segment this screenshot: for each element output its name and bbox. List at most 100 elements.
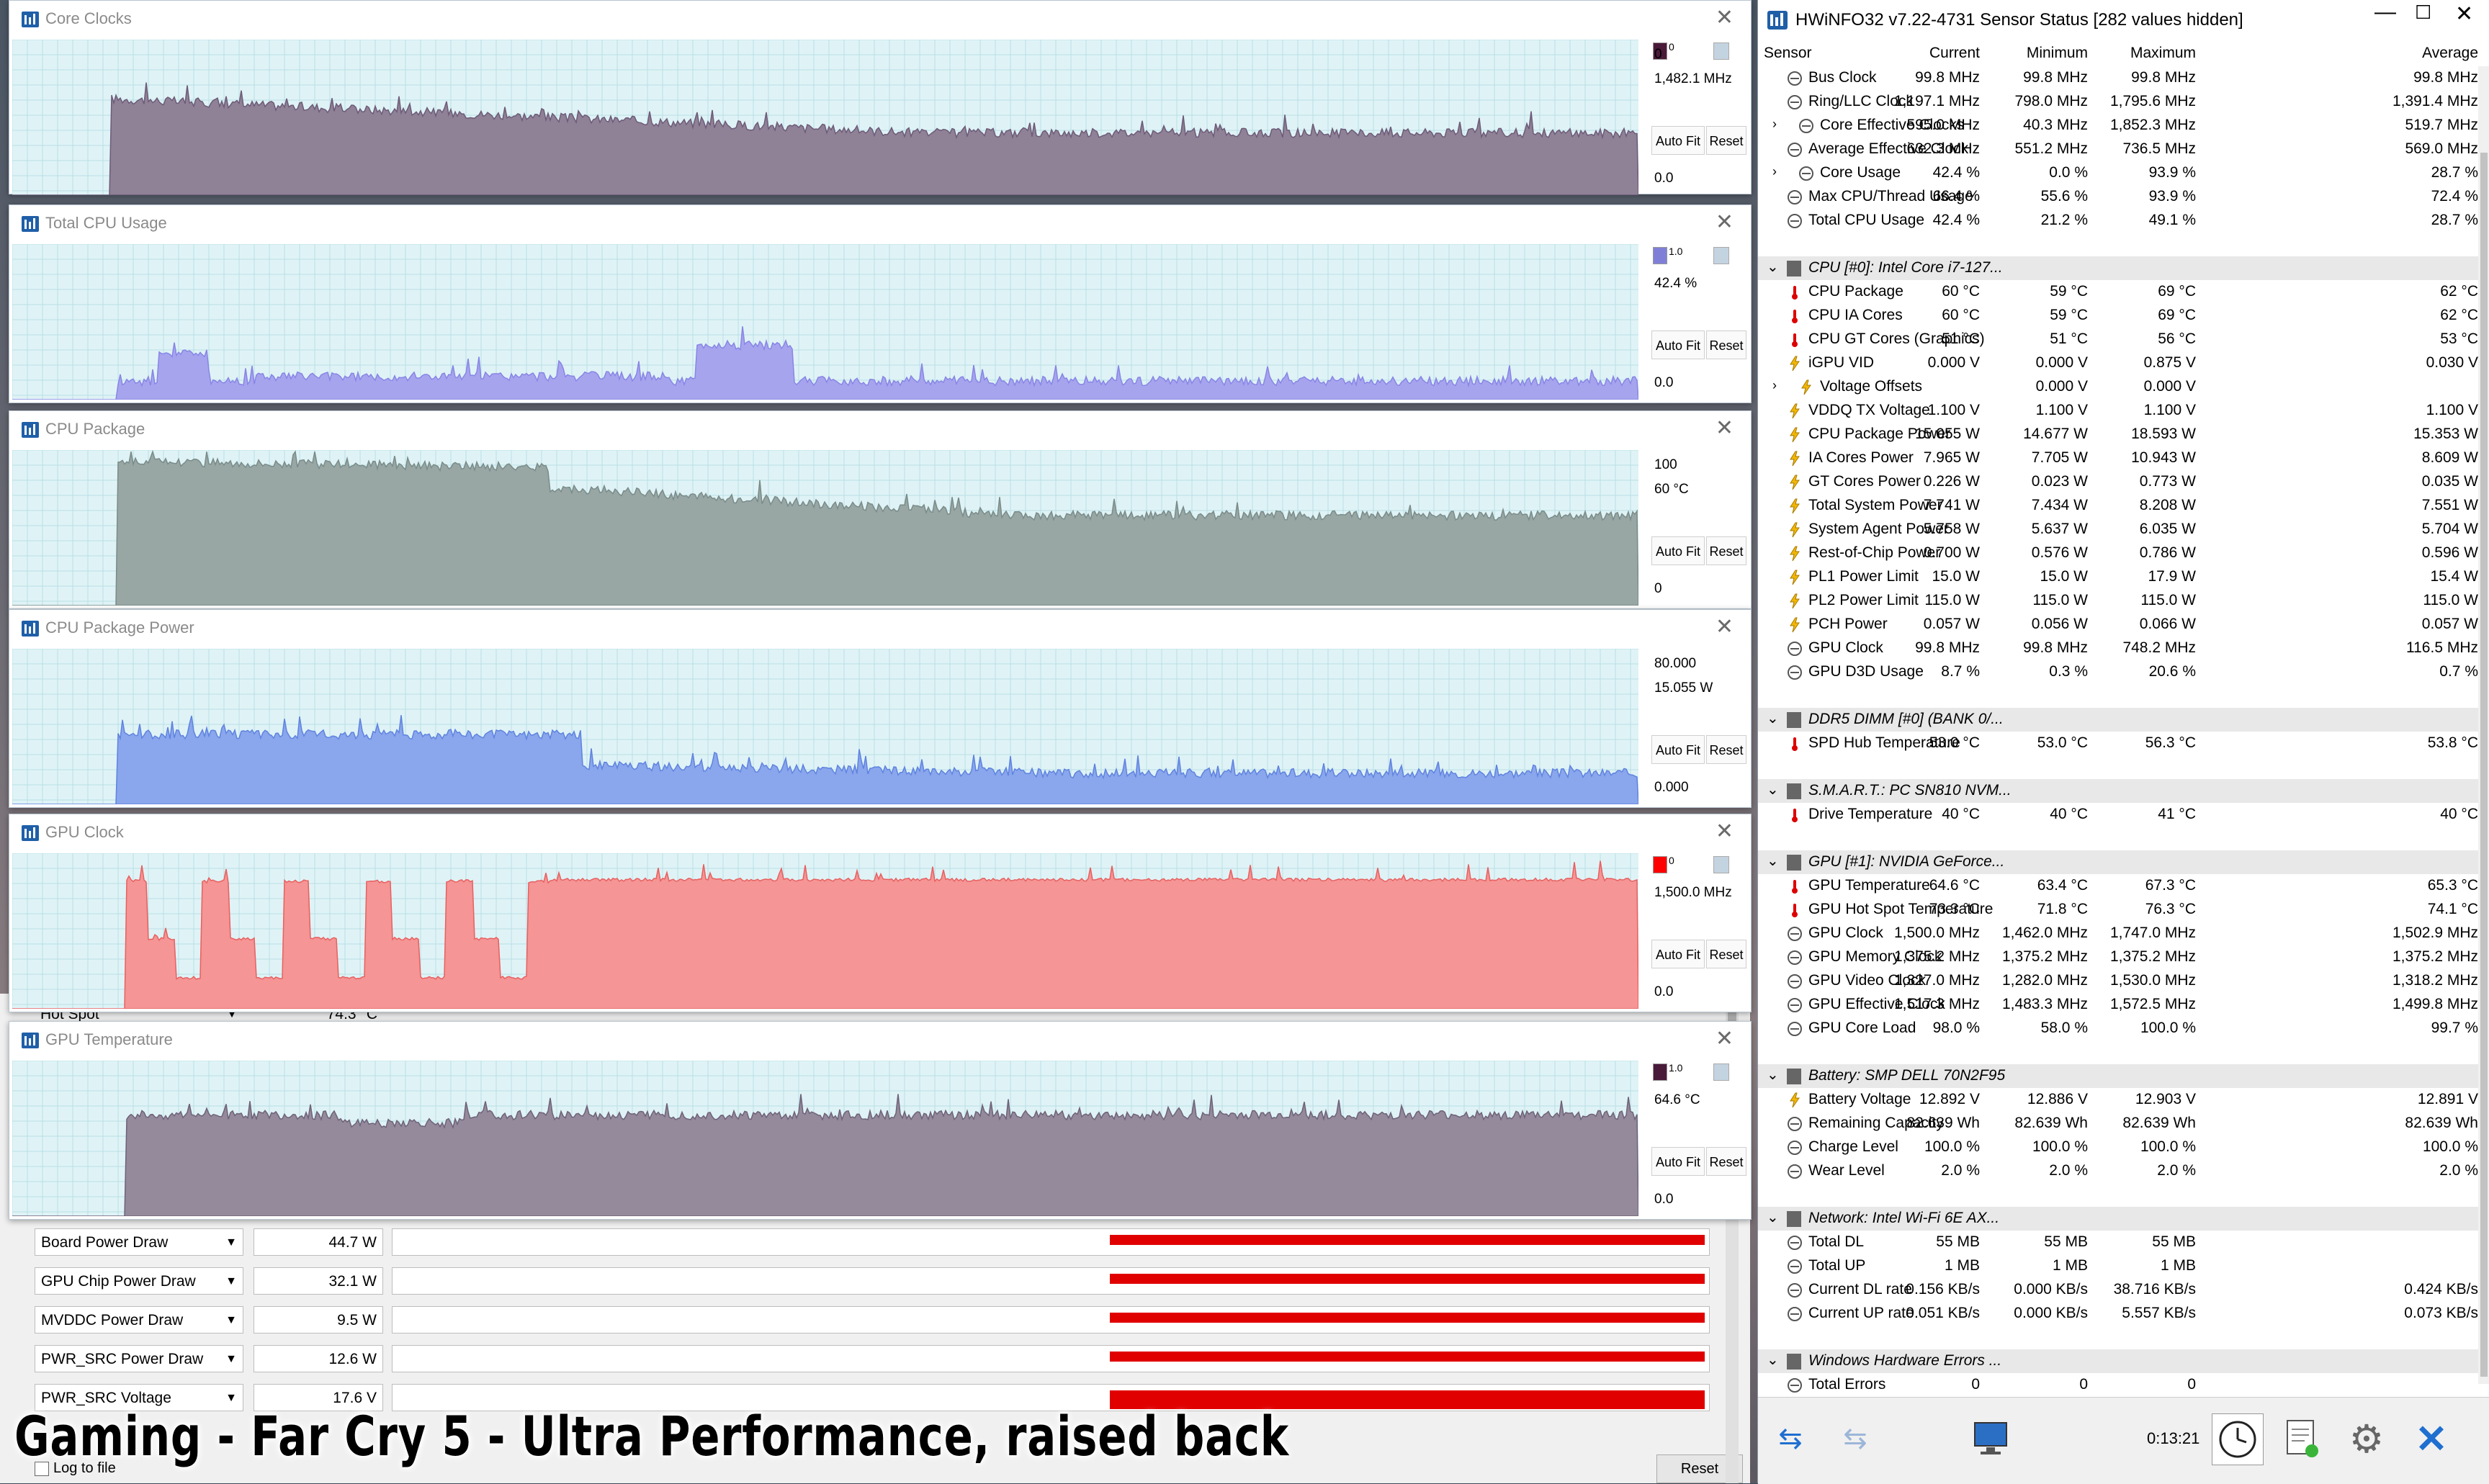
sensor-row[interactable]: Average Effective Clock 632.3 MHz 551.2 MH… [1758,138,2478,161]
graph-window[interactable]: Core Clocks ✕ 0 0 1,482.1 MHz Auto Fit Reset 0.… [9,0,1752,195]
header-maximum[interactable]: Maximum [2130,45,2196,61]
sensor-row[interactable]: GPU Effective Clock 1,517.3 MHz 1,483.3 MH… [1758,993,2478,1017]
sensor-group-header[interactable]: ⌄ DDR5 DIMM [#0] (BANK 0/... [1758,708,2478,732]
graph-window[interactable]: Total CPU Usage ✕ 1.0 42.4 % Auto Fit Reset 0.… [9,204,1752,403]
sensor-group-header[interactable]: ⌄ Battery: SMP DELL 70N2F95 [1758,1064,2478,1088]
sensor-row[interactable]: › Core Usage 42.4 % 0.0 % 93.9 % 28.7 % [1758,161,2478,185]
sensor-row[interactable]: Total DL 55 MB 55 MB 55 MB [1758,1231,2478,1254]
close-icon[interactable]: ✕ [2455,2,2474,26]
sensor-row[interactable]: GPU Clock 1,500.0 MHz 1,462.0 MHz 1,747.0 M… [1758,922,2478,945]
expand-chevron-icon[interactable]: › [1772,117,1777,131]
sensor-row[interactable]: › Core Effective Clocks 595.0 MHz 40.3 MHz 1… [1758,114,2478,138]
hwinfo-scrollbar[interactable] [2478,66,2489,1384]
background-color-swatch[interactable] [1713,856,1729,873]
graph-window[interactable]: CPU Package Power ✕ 80.000 15.055 W Auto Fit… [9,609,1752,808]
collapse-chevron-icon[interactable]: ⌄ [1767,853,1779,869]
sensor-row[interactable]: › Voltage Offsets 0.000 V 0.000 V [1758,375,2478,399]
sensor-row[interactable]: VDDQ TX Voltage 1.100 V 1.100 V 1.100 V 1.10… [1758,399,2478,423]
report-icon[interactable] [2277,1413,2327,1464]
close-icon[interactable]: ✕ [1715,6,1734,30]
header-minimum[interactable]: Minimum [2026,45,2088,61]
sensor-row[interactable]: Ring/LLC Clock 1,197.1 MHz 798.0 MHz 1,795.… [1758,90,2478,114]
sensor-row[interactable]: Current DL rate 0.156 KB/s 0.000 KB/s 38.71… [1758,1278,2478,1302]
sensor-row[interactable]: GPU Hot Spot Temperature 73.3 °C 71.8 °C 76… [1758,898,2478,922]
graph-window[interactable]: GPU Temperature ✕ 1.0 64.6 °C Auto Fit Reset 0… [9,1021,1752,1220]
graph-window[interactable]: CPU Package ✕ 100 60 °C Auto Fit Reset 0 [9,410,1752,609]
auto-fit-button[interactable]: Auto Fit [1651,940,1705,968]
auto-fit-button[interactable]: Auto Fit [1651,330,1705,359]
sensor-row[interactable]: GT Cores Power 0.226 W 0.023 W 0.773 W 0.035… [1758,470,2478,494]
settings-gear-icon[interactable]: ⚙ [2349,1417,2385,1461]
sensor-row[interactable]: GPU Memory Clock 1,375.2 MHz 1,375.2 MHz 1,… [1758,945,2478,969]
reset-button[interactable]: Reset [1706,126,1746,155]
collapse-chevron-icon[interactable]: ⌄ [1767,259,1779,275]
graph-titlebar[interactable]: Core Clocks ✕ [9,1,1751,38]
gpuz-sensor-select[interactable]: Board Power Draw ▼ [35,1228,243,1256]
auto-fit-button[interactable]: Auto Fit [1651,735,1705,764]
graph-titlebar[interactable]: CPU Package Power ✕ [9,610,1751,647]
sensor-row[interactable]: Rest-of-Chip Power 0.700 W 0.576 W 0.786 W 0… [1758,541,2478,565]
graph-titlebar[interactable]: GPU Temperature ✕ [9,1022,1751,1059]
sensor-row[interactable]: Total System Power 7.741 W 7.434 W 8.208 W 7… [1758,494,2478,518]
monitor-icon[interactable] [1967,1413,2017,1464]
collapse-chevron-icon[interactable]: ⌄ [1767,1067,1779,1083]
graph-window[interactable]: GPU Clock ✕ 0 1,500.0 MHz Auto Fit Reset 0.0 [9,814,1752,1012]
sensor-group-header[interactable]: ⌄ Network: Intel Wi-Fi 6E AX... [1758,1207,2478,1231]
sensor-group-header[interactable]: ⌄ Windows Hardware Errors ... [1758,1349,2478,1373]
log-to-file-option[interactable]: Log to file [35,1460,116,1477]
dropdown-arrow-icon[interactable]: ▼ [225,1392,237,1404]
sensor-row[interactable]: Charge Level 100.0 % 100.0 % 100.0 % 100.0 % [1758,1136,2478,1159]
dropdown-arrow-icon[interactable]: ▼ [225,1353,237,1365]
sensor-row[interactable]: GPU Temperature 64.6 °C 63.4 °C 67.3 °C 65.3… [1758,874,2478,898]
minimize-icon[interactable]: — [2374,0,2396,24]
sensor-row[interactable]: PL2 Power Limit 115.0 W 115.0 W 115.0 W 115.… [1758,589,2478,613]
sensor-row[interactable]: Remaining Capacity 82.639 Wh 82.639 Wh 82.6… [1758,1112,2478,1136]
reset-button[interactable]: Reset [1706,1147,1746,1176]
sensor-group-header[interactable]: ⌄ GPU [#1]: NVIDIA GeForce... [1758,850,2478,874]
header-sensor[interactable]: Sensor [1764,45,1812,61]
collapse-chevron-icon[interactable]: ⌄ [1767,1352,1779,1368]
dropdown-arrow-icon[interactable]: ▼ [225,1275,237,1287]
sensor-row[interactable]: PL1 Power Limit 15.0 W 15.0 W 17.9 W 15.4 W [1758,565,2478,589]
sensor-row[interactable]: Drive Temperature 40 °C 40 °C 41 °C 40 °C [1758,803,2478,827]
log-checkbox[interactable] [35,1461,49,1476]
maximize-icon[interactable]: ☐ [2415,1,2432,23]
dropdown-arrow-icon[interactable]: ▼ [225,1236,237,1249]
expand-chevron-icon[interactable]: › [1772,378,1777,392]
reset-button[interactable]: Reset [1706,536,1746,565]
background-color-swatch[interactable] [1713,42,1729,60]
dropdown-arrow-icon[interactable]: ▼ [225,1314,237,1326]
sensor-group-header[interactable]: ⌄ S.M.A.R.T.: PC SN810 NVM... [1758,779,2478,803]
sensor-row[interactable]: Current UP rate 0.051 KB/s 0.000 KB/s 5.557… [1758,1302,2478,1326]
series-color-swatch[interactable] [1653,856,1667,873]
nav-arrows-disabled-icon[interactable]: ⇆ [1843,1423,1867,1454]
series-color-swatch[interactable] [1653,247,1667,264]
sensor-row[interactable]: GPU Clock 99.8 MHz 99.8 MHz 748.2 MHz 116.5 … [1758,637,2478,660]
graph-titlebar[interactable]: CPU Package ✕ [9,411,1751,449]
sensor-row[interactable]: Total UP 1 MB 1 MB 1 MB [1758,1254,2478,1278]
close-x-icon[interactable]: ✕ [2415,1417,2448,1461]
close-icon[interactable]: ✕ [1715,1027,1734,1051]
graph-titlebar[interactable]: GPU Clock ✕ [9,814,1751,852]
sensor-row[interactable]: CPU Package 60 °C 59 °C 69 °C 62 °C [1758,280,2478,304]
sensor-row[interactable]: Total Errors 0 0 0 [1758,1373,2478,1397]
close-icon[interactable]: ✕ [1715,416,1734,440]
scroll-thumb[interactable] [2480,153,2488,1377]
close-icon[interactable]: ✕ [1715,210,1734,234]
sensor-row[interactable]: Bus Clock 99.8 MHz 99.8 MHz 99.8 MHz 99.8 MH… [1758,66,2478,90]
reset-button[interactable]: Reset [1706,330,1746,359]
sensor-row[interactable]: System Agent Power 5.758 W 5.637 W 6.035 W 5… [1758,518,2478,541]
hwinfo-titlebar[interactable]: HWiNFO32 v7.22-4731 Sensor Status [282 v… [1758,0,2489,42]
expand-chevron-icon[interactable]: › [1772,164,1777,179]
sensor-row[interactable]: Wear Level 2.0 % 2.0 % 2.0 % 2.0 % [1758,1159,2478,1183]
sensor-row[interactable]: Max CPU/Thread Usage 66.4 % 55.6 % 93.9 % 72… [1758,185,2478,209]
sensor-row[interactable]: Total CPU Usage 42.4 % 21.2 % 49.1 % 28.7 % [1758,209,2478,233]
sensor-row[interactable]: GPU Video Clock 1,327.0 MHz 1,282.0 MHz 1,5… [1758,969,2478,993]
collapse-chevron-icon[interactable]: ⌄ [1767,711,1779,727]
clock-icon[interactable] [2212,1413,2264,1465]
sensor-row[interactable]: CPU IA Cores 60 °C 59 °C 69 °C 62 °C [1758,304,2478,328]
header-current[interactable]: Current [1929,45,1980,61]
gpuz-sensor-select[interactable]: MVDDC Power Draw ▼ [35,1306,243,1334]
close-icon[interactable]: ✕ [1715,615,1734,639]
reset-button[interactable]: Reset [1706,735,1746,764]
